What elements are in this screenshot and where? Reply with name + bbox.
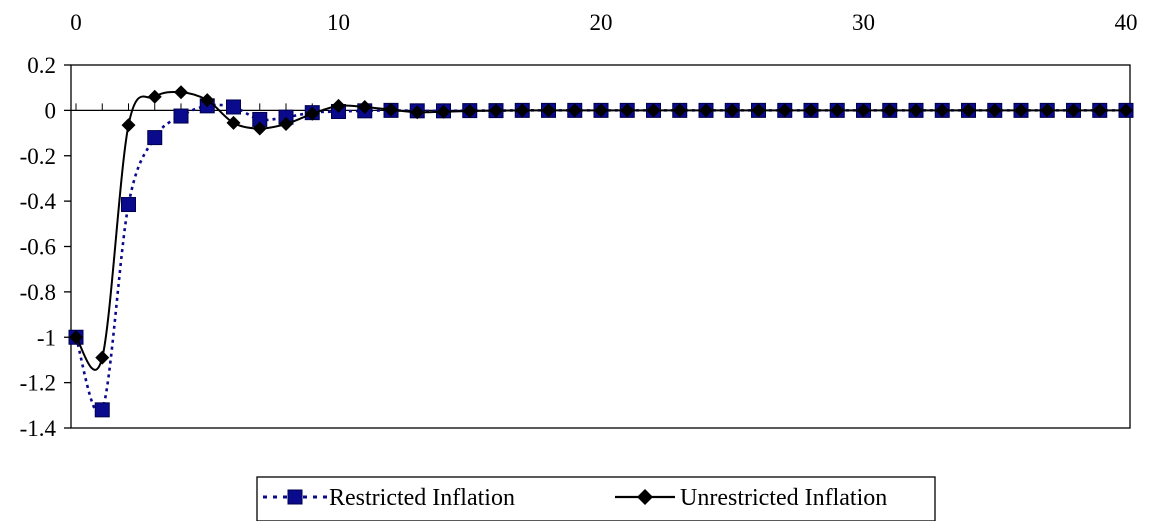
legend-box [256, 476, 936, 522]
data-point [226, 99, 241, 115]
data-point [173, 108, 189, 124]
data-point [121, 197, 136, 213]
data-point [1092, 103, 1107, 118]
data-point [94, 402, 110, 418]
y-tick-label: -1.2 [20, 371, 56, 396]
data-point [804, 103, 818, 118]
data-point [174, 85, 188, 100]
data-point [95, 350, 110, 365]
data-point [541, 103, 556, 118]
data-point [1040, 103, 1055, 118]
data-point [436, 104, 451, 119]
data-point [646, 103, 661, 118]
y-axis-ticks: 0.2 0 -0.2 -0.4 -0.6 -0.8 -1 -1.2 -1.4 [20, 53, 71, 441]
data-point [147, 130, 163, 146]
data-point [252, 121, 267, 136]
data-point [856, 103, 871, 118]
legend-marker-unrestricted [637, 489, 653, 505]
legend-item-restricted: Restricted Inflation [263, 485, 515, 511]
legend-label-restricted: Restricted Inflation [329, 485, 515, 511]
legend-marker-restricted [287, 489, 303, 505]
y-tick-label: -1 [37, 325, 56, 350]
data-point [620, 103, 635, 118]
data-point [462, 104, 477, 119]
data-point [830, 103, 845, 118]
data-point [121, 118, 136, 133]
data-point [961, 103, 976, 118]
series-group [68, 85, 1134, 418]
y-tick-label: -0.4 [20, 189, 57, 214]
y-tick-label: -1.4 [20, 416, 57, 441]
data-point [751, 103, 766, 118]
legend-label-unrestricted: Unrestricted Inflation [680, 485, 887, 511]
data-point [515, 103, 530, 118]
y-tick-label: -0.6 [20, 235, 56, 260]
plot-area [70, 64, 1131, 429]
y-tick-label: 0.2 [27, 53, 56, 78]
x-tick-label: 40 [1115, 10, 1138, 35]
x-tick-label: 10 [327, 10, 350, 35]
legend-item-unrestricted: Unrestricted Inflation [615, 485, 887, 511]
x-axis-ticks: 0 10 20 30 40 [70, 10, 1138, 111]
x-tick-label: 0 [70, 10, 82, 35]
data-point [69, 330, 83, 345]
data-point [987, 103, 1002, 118]
data-point [777, 103, 792, 118]
data-point [226, 115, 241, 130]
data-point [725, 103, 740, 118]
y-tick-label: -0.2 [20, 144, 56, 169]
data-point [384, 102, 398, 117]
data-point [147, 89, 162, 104]
data-point [410, 105, 425, 120]
data-point [567, 103, 582, 118]
x-tick-label: 30 [852, 10, 875, 35]
y-tick-label: -0.8 [20, 280, 56, 305]
x-tick-label: 20 [590, 10, 613, 35]
data-point [1066, 103, 1081, 118]
legend: Restricted Inflation Unrestricted Inflat… [256, 476, 936, 522]
series-unrestricted-inflation [69, 85, 1133, 371]
data-point [279, 116, 293, 131]
data-point [909, 103, 923, 118]
data-point [672, 103, 687, 118]
data-point [594, 103, 608, 118]
data-point [305, 106, 320, 121]
data-point [357, 99, 372, 114]
data-point [331, 98, 346, 113]
data-point [489, 103, 503, 118]
data-point [935, 103, 950, 118]
y-tick-label: 0 [45, 98, 57, 123]
data-point [1014, 103, 1028, 118]
data-point [200, 93, 215, 108]
data-point [699, 103, 713, 118]
data-point [1119, 103, 1133, 118]
data-point [882, 103, 897, 118]
